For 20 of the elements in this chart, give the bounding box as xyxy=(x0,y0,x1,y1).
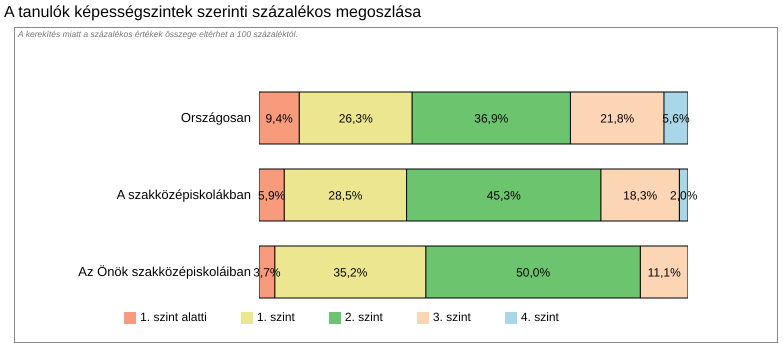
data-label: 21,8% xyxy=(600,111,635,126)
y-tick-label: A szakközépiskolákban xyxy=(116,187,251,202)
data-label: 28,5% xyxy=(328,188,363,202)
legend-label: 1. szint alatti xyxy=(140,310,207,324)
y-tick-label: Országosan xyxy=(180,110,251,126)
legend-label: 2. szint xyxy=(344,310,383,324)
y-tick-label: Az Önök szakközépiskoláiban xyxy=(78,264,251,280)
legend-label: 1. szint xyxy=(256,310,295,324)
data-label: 35,2% xyxy=(333,265,368,280)
legend-label: 4. szint xyxy=(520,310,559,324)
legend-label: 3. szint xyxy=(432,310,471,324)
text: A kerekítés miatt a százalékos értékek összege eltérhet a 100 százaléktól. xyxy=(18,29,298,39)
data-label: 26,3% xyxy=(338,111,374,126)
data-label: 11,1% xyxy=(648,265,682,280)
data-label: 45,3% xyxy=(486,188,522,202)
data-label: 50,0% xyxy=(516,265,550,280)
data-label: 18,3% xyxy=(623,188,658,202)
data-label: 36,9% xyxy=(474,111,509,126)
data-label: 9,4% xyxy=(265,111,294,126)
chart-title: A tanulók képességszintek szerinti százalékos megoszlása xyxy=(4,4,422,22)
